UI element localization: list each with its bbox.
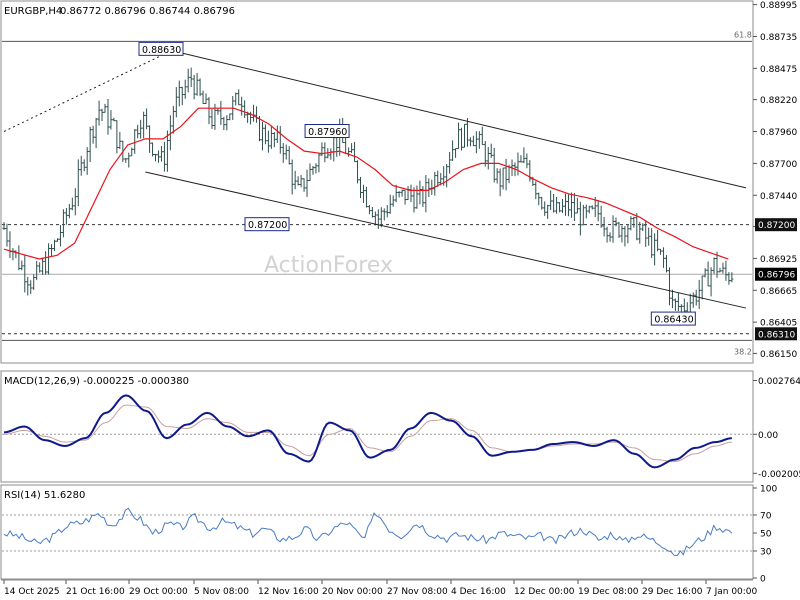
macd-tick-label: 0.00 <box>758 431 778 441</box>
time-tick-label: 5 Nov 08:00 <box>194 587 249 597</box>
time-tick-label: 29 Dec 16:00 <box>642 587 703 597</box>
time-tick-label: 12 Nov 16:00 <box>258 587 319 597</box>
price-tick-label: 0.88475 <box>760 65 797 75</box>
trendline <box>166 48 747 189</box>
macd-title: MACD(12,26,9) -0.000225 -0.000380 <box>4 376 189 387</box>
price-tick-label: 0.86925 <box>760 255 797 265</box>
trendline <box>145 171 747 309</box>
rsi-tick-label: 100 <box>760 485 777 495</box>
price-point-label-box <box>304 124 350 139</box>
level-tag-label: 0.86310 <box>758 330 795 340</box>
time-tick-label: 27 Nov 08:00 <box>387 587 448 597</box>
moving-average-line <box>3 107 729 260</box>
rsi-tick-label: 70 <box>760 512 772 522</box>
price-tick-label: 0.88995 <box>760 1 797 11</box>
price-point-label: 0.86430 <box>654 315 693 326</box>
time-tick-label: 7 Jan 00:00 <box>706 587 758 597</box>
time-tick-label: 21 Oct 16:00 <box>66 587 125 597</box>
price-axis: 0.88995 0.88735 0.88475 0.88220 0.87960 0.877… <box>753 1 797 360</box>
price-tick-label: 0.86405 <box>760 319 797 329</box>
moving-average-group <box>3 107 729 260</box>
trendlines-group <box>3 48 747 309</box>
time-tick-label: 14 Oct 2025 <box>4 587 60 597</box>
price-tick-label: 0.88735 <box>760 33 797 43</box>
level-tag <box>755 327 797 341</box>
price-point-label: 0.88630 <box>142 45 181 56</box>
rsi-title: RSI(14) 51.6280 <box>4 490 85 501</box>
time-tick-label: 20 Nov 00:00 <box>322 587 383 597</box>
time-tick-label: 4 Dec 16:00 <box>451 587 506 597</box>
price-point-label-box <box>244 217 290 232</box>
price-tick-label: 0.87700 <box>760 160 797 170</box>
macd-axis: 0.002764 0.00 -0.002005 <box>753 377 800 480</box>
price-tick-label: 0.88220 <box>760 96 797 106</box>
price-tick-label: 0.86665 <box>760 287 797 297</box>
fib-label: 61.8 <box>734 30 752 39</box>
level-tag <box>755 267 797 281</box>
price-point-label-box <box>650 311 696 326</box>
time-tick-label: 19 Dec 08:00 <box>578 587 639 597</box>
ohlc-readout: 0.86772 0.86796 0.86744 0.86796 <box>60 6 235 17</box>
macd-panel[interactable]: MACD(12,26,9) -0.000225 -0.000380 <box>0 370 754 483</box>
rsi-tick-label: 50 <box>760 530 772 540</box>
price-point-label-box <box>138 41 184 56</box>
macd-signal-line <box>3 404 732 463</box>
rsi-axis: 100 70 50 30 0 <box>753 485 777 585</box>
level-tag-label: 0.86796 <box>758 271 795 281</box>
price-tick-label: 0.87440 <box>760 192 797 202</box>
price-point-label: 0.87200 <box>248 220 287 231</box>
rsi-line <box>3 507 733 556</box>
time-tick-label: 12 Dec 00:00 <box>514 587 575 597</box>
macd-tick-label: -0.002005 <box>758 470 800 480</box>
level-tag <box>755 218 797 232</box>
level-tag-label: 0.87200 <box>758 221 795 231</box>
rsi-panel[interactable]: RSI(14) 51.6280 <box>0 484 754 580</box>
trendline <box>3 52 167 132</box>
candles-group <box>2 67 734 323</box>
price-labels-group: 0.88630 0.87200 0.87960 0.86430 <box>138 41 696 326</box>
price-point-label: 0.87960 <box>308 127 347 138</box>
time-axis: 14 Oct 2025 21 Oct 16:00 29 Oct 00:00 5 Nov… <box>1 579 758 597</box>
price-panel[interactable]: EURGBP,H4 0.86772 0.86796 0.86744 0.8679… <box>0 0 754 364</box>
fib-label: 38.2 <box>734 347 752 356</box>
macd-line <box>3 394 732 469</box>
rsi-tick-label: 30 <box>760 548 772 558</box>
macd-tick-label: 0.002764 <box>758 377 800 387</box>
rsi-tick-label: 0 <box>760 575 766 585</box>
chart-title: EURGBP,H4 <box>4 6 62 17</box>
time-tick-label: 29 Oct 00:00 <box>129 587 188 597</box>
price-tick-label: 0.87960 <box>760 128 797 138</box>
price-tick-label: 0.86150 <box>760 350 797 360</box>
